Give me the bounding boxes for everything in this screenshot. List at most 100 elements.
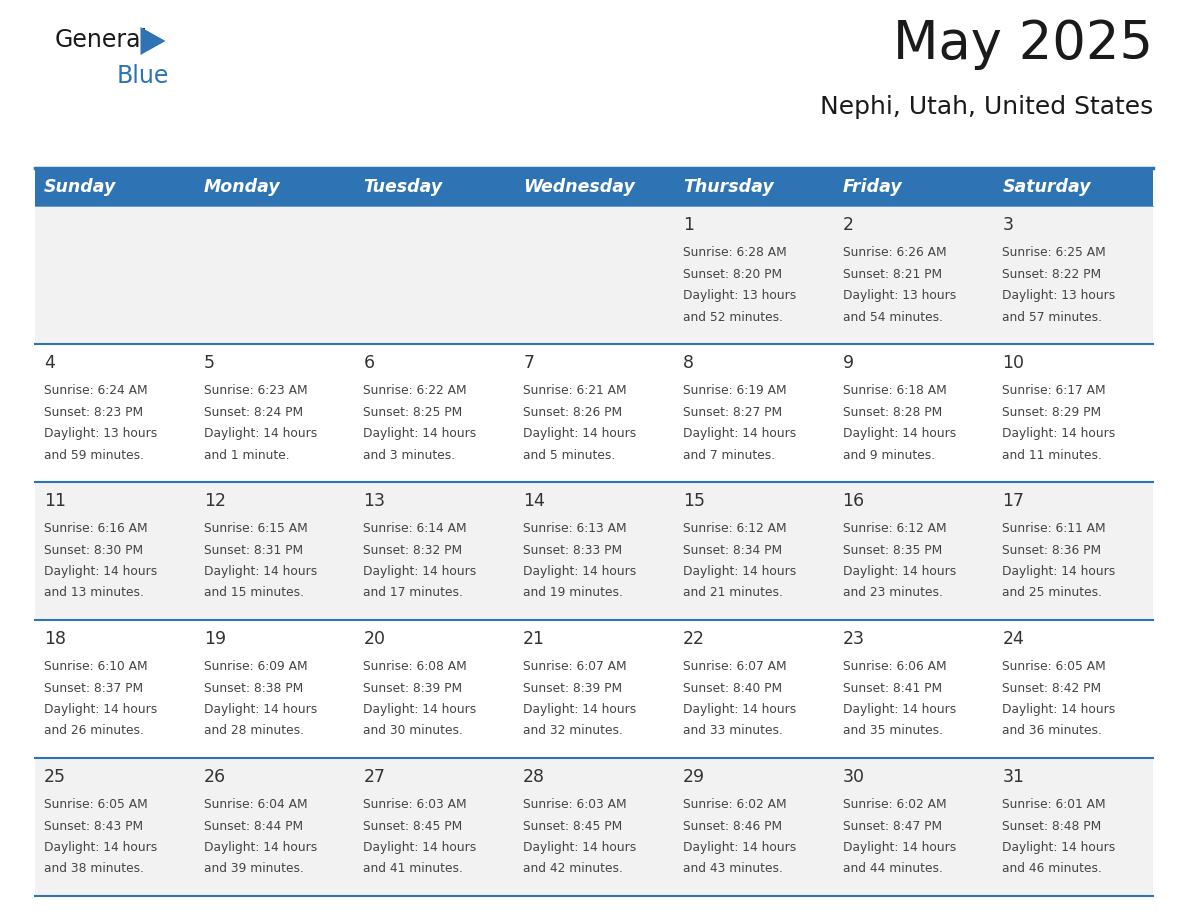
Text: 14: 14	[523, 492, 545, 510]
Text: and 13 minutes.: and 13 minutes.	[44, 587, 144, 599]
Text: Sunset: 8:41 PM: Sunset: 8:41 PM	[842, 681, 942, 695]
Text: Saturday: Saturday	[1003, 178, 1091, 196]
Text: Sunrise: 6:08 AM: Sunrise: 6:08 AM	[364, 660, 467, 673]
Text: and 19 minutes.: and 19 minutes.	[523, 587, 623, 599]
Text: Sunset: 8:32 PM: Sunset: 8:32 PM	[364, 543, 462, 556]
Text: Sunset: 8:36 PM: Sunset: 8:36 PM	[1003, 543, 1101, 556]
Text: Sunset: 8:45 PM: Sunset: 8:45 PM	[364, 820, 462, 833]
Text: and 11 minutes.: and 11 minutes.	[1003, 449, 1102, 462]
Text: Monday: Monday	[203, 178, 280, 196]
Text: Sunset: 8:28 PM: Sunset: 8:28 PM	[842, 406, 942, 419]
Text: Sunset: 8:35 PM: Sunset: 8:35 PM	[842, 543, 942, 556]
Text: Sunrise: 6:07 AM: Sunrise: 6:07 AM	[683, 660, 786, 673]
Text: and 43 minutes.: and 43 minutes.	[683, 863, 783, 876]
Polygon shape	[140, 27, 165, 55]
Text: 2: 2	[842, 216, 853, 234]
Text: Sunset: 8:34 PM: Sunset: 8:34 PM	[683, 543, 782, 556]
Text: Daylight: 14 hours: Daylight: 14 hours	[523, 841, 637, 854]
Text: Daylight: 14 hours: Daylight: 14 hours	[842, 841, 956, 854]
Text: Sunrise: 6:23 AM: Sunrise: 6:23 AM	[203, 384, 308, 397]
Text: and 39 minutes.: and 39 minutes.	[203, 863, 304, 876]
Text: 9: 9	[842, 354, 854, 372]
Text: 17: 17	[1003, 492, 1024, 510]
Bar	[354, 168, 514, 206]
Text: 22: 22	[683, 630, 704, 648]
Text: 24: 24	[1003, 630, 1024, 648]
Text: Friday: Friday	[842, 178, 903, 196]
Text: and 42 minutes.: and 42 minutes.	[523, 863, 623, 876]
Text: Daylight: 14 hours: Daylight: 14 hours	[1003, 841, 1116, 854]
Text: 1: 1	[683, 216, 694, 234]
Text: Daylight: 14 hours: Daylight: 14 hours	[1003, 565, 1116, 578]
Text: Sunrise: 6:02 AM: Sunrise: 6:02 AM	[842, 798, 946, 811]
Bar	[34, 344, 1154, 482]
Text: and 5 minutes.: and 5 minutes.	[523, 449, 615, 462]
Bar	[834, 168, 993, 206]
Bar	[34, 206, 1154, 344]
Text: Daylight: 13 hours: Daylight: 13 hours	[683, 289, 796, 302]
Text: and 21 minutes.: and 21 minutes.	[683, 587, 783, 599]
Text: Daylight: 14 hours: Daylight: 14 hours	[683, 565, 796, 578]
Text: Daylight: 14 hours: Daylight: 14 hours	[842, 427, 956, 440]
Text: Daylight: 14 hours: Daylight: 14 hours	[44, 565, 157, 578]
Text: 5: 5	[203, 354, 215, 372]
Text: Sunset: 8:25 PM: Sunset: 8:25 PM	[364, 406, 462, 419]
Text: Daylight: 14 hours: Daylight: 14 hours	[683, 841, 796, 854]
Text: Sunrise: 6:13 AM: Sunrise: 6:13 AM	[523, 522, 627, 535]
Text: Daylight: 14 hours: Daylight: 14 hours	[842, 703, 956, 716]
Text: Sunrise: 6:05 AM: Sunrise: 6:05 AM	[44, 798, 147, 811]
Bar	[993, 168, 1154, 206]
Text: 28: 28	[523, 768, 545, 786]
Text: Sunrise: 6:18 AM: Sunrise: 6:18 AM	[842, 384, 947, 397]
Text: Daylight: 14 hours: Daylight: 14 hours	[364, 427, 476, 440]
Text: Sunrise: 6:11 AM: Sunrise: 6:11 AM	[1003, 522, 1106, 535]
Bar	[674, 168, 834, 206]
Text: and 7 minutes.: and 7 minutes.	[683, 449, 775, 462]
Text: Sunrise: 6:12 AM: Sunrise: 6:12 AM	[842, 522, 946, 535]
Text: 15: 15	[683, 492, 704, 510]
Text: Daylight: 14 hours: Daylight: 14 hours	[523, 703, 637, 716]
Text: Sunset: 8:23 PM: Sunset: 8:23 PM	[44, 406, 143, 419]
Text: May 2025: May 2025	[893, 18, 1154, 70]
Text: and 54 minutes.: and 54 minutes.	[842, 310, 942, 323]
Bar	[34, 758, 1154, 896]
Text: Daylight: 14 hours: Daylight: 14 hours	[203, 703, 317, 716]
Text: and 28 minutes.: and 28 minutes.	[203, 724, 304, 737]
Text: Sunset: 8:37 PM: Sunset: 8:37 PM	[44, 681, 143, 695]
Bar	[34, 168, 195, 206]
Text: Daylight: 14 hours: Daylight: 14 hours	[842, 565, 956, 578]
Text: Sunrise: 6:12 AM: Sunrise: 6:12 AM	[683, 522, 786, 535]
Text: Wednesday: Wednesday	[523, 178, 636, 196]
Text: Sunset: 8:33 PM: Sunset: 8:33 PM	[523, 543, 623, 556]
Text: Daylight: 13 hours: Daylight: 13 hours	[1003, 289, 1116, 302]
Text: 16: 16	[842, 492, 865, 510]
Text: and 23 minutes.: and 23 minutes.	[842, 587, 942, 599]
Text: and 36 minutes.: and 36 minutes.	[1003, 724, 1102, 737]
Text: 25: 25	[44, 768, 67, 786]
Text: Sunrise: 6:15 AM: Sunrise: 6:15 AM	[203, 522, 308, 535]
Text: and 41 minutes.: and 41 minutes.	[364, 863, 463, 876]
Text: and 25 minutes.: and 25 minutes.	[1003, 587, 1102, 599]
Text: and 32 minutes.: and 32 minutes.	[523, 724, 623, 737]
Text: Sunrise: 6:22 AM: Sunrise: 6:22 AM	[364, 384, 467, 397]
Text: Sunset: 8:44 PM: Sunset: 8:44 PM	[203, 820, 303, 833]
Text: Sunrise: 6:28 AM: Sunrise: 6:28 AM	[683, 246, 786, 259]
Text: Sunrise: 6:09 AM: Sunrise: 6:09 AM	[203, 660, 308, 673]
Text: and 35 minutes.: and 35 minutes.	[842, 724, 942, 737]
Text: and 46 minutes.: and 46 minutes.	[1003, 863, 1102, 876]
Text: Sunrise: 6:07 AM: Sunrise: 6:07 AM	[523, 660, 627, 673]
Text: Sunrise: 6:21 AM: Sunrise: 6:21 AM	[523, 384, 627, 397]
Text: and 59 minutes.: and 59 minutes.	[44, 449, 144, 462]
Text: 21: 21	[523, 630, 545, 648]
Text: Daylight: 14 hours: Daylight: 14 hours	[44, 703, 157, 716]
Text: Sunset: 8:42 PM: Sunset: 8:42 PM	[1003, 681, 1101, 695]
Text: Sunset: 8:39 PM: Sunset: 8:39 PM	[364, 681, 462, 695]
Text: and 52 minutes.: and 52 minutes.	[683, 310, 783, 323]
Text: Sunrise: 6:06 AM: Sunrise: 6:06 AM	[842, 660, 946, 673]
Text: Daylight: 14 hours: Daylight: 14 hours	[203, 565, 317, 578]
Text: Daylight: 14 hours: Daylight: 14 hours	[203, 427, 317, 440]
Text: 12: 12	[203, 492, 226, 510]
Text: and 44 minutes.: and 44 minutes.	[842, 863, 942, 876]
Text: Sunset: 8:30 PM: Sunset: 8:30 PM	[44, 543, 143, 556]
Text: Blue: Blue	[116, 64, 170, 88]
